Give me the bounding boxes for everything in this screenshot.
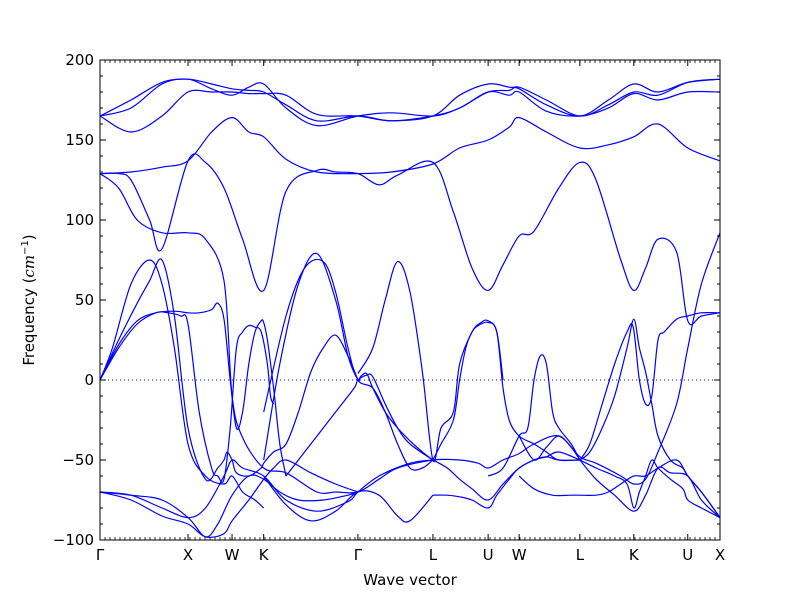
band-11 bbox=[99, 459, 359, 538]
x-axis-label: Wave vector bbox=[363, 571, 457, 589]
y-ticks: −100 −50 0 50 100 150 200 bbox=[53, 51, 720, 549]
band-0 bbox=[99, 78, 721, 122]
y-axis-label: Frequency (cm−1) bbox=[20, 234, 38, 365]
band-3 bbox=[99, 116, 721, 175]
band-4 bbox=[99, 153, 721, 326]
band-23 bbox=[518, 459, 721, 518]
band-9 bbox=[99, 459, 433, 519]
band-26 bbox=[579, 311, 721, 461]
band-12 bbox=[263, 475, 434, 523]
band-1 bbox=[99, 78, 721, 127]
x-kpoint-label: X bbox=[183, 546, 193, 564]
band-24 bbox=[579, 318, 721, 518]
x-kpoint-label: L bbox=[429, 546, 438, 564]
x-kpoint-label: U bbox=[682, 546, 693, 564]
y-tick-label: 150 bbox=[65, 131, 94, 149]
y-tick-label: 200 bbox=[65, 51, 94, 69]
band-14 bbox=[263, 252, 434, 461]
band-27 bbox=[579, 459, 721, 519]
x-kpoint-label: U bbox=[483, 546, 494, 564]
x-kpoint-label: K bbox=[259, 546, 270, 564]
band-19 bbox=[432, 456, 580, 501]
band-5 bbox=[99, 173, 721, 495]
band-22 bbox=[518, 435, 581, 461]
x-kpoint-label: L bbox=[576, 546, 585, 564]
band-2 bbox=[99, 89, 721, 133]
y-tick-label: −100 bbox=[53, 531, 94, 549]
y-axis-label-exponent: −1 bbox=[20, 240, 31, 255]
y-tick-label: 100 bbox=[65, 211, 94, 229]
band-20 bbox=[432, 451, 581, 509]
y-axis-label-unit: cm bbox=[20, 255, 38, 278]
band-18 bbox=[432, 321, 580, 462]
y-axis-label-close: ) bbox=[20, 234, 38, 240]
band-8 bbox=[99, 311, 275, 483]
y-tick-label: 0 bbox=[84, 371, 94, 389]
y-tick-label: −50 bbox=[62, 451, 94, 469]
x-kpoint-label: K bbox=[629, 546, 640, 564]
x-kpoint-label: Γ bbox=[354, 546, 363, 564]
band-16 bbox=[263, 258, 434, 471]
band-6 bbox=[99, 258, 359, 482]
band-15 bbox=[285, 373, 434, 477]
y-tick-label: 50 bbox=[75, 291, 94, 309]
x-kpoint-label: W bbox=[225, 546, 240, 564]
band-lines bbox=[99, 78, 721, 538]
x-kpoint-label: Γ bbox=[96, 546, 105, 564]
band-25 bbox=[579, 459, 721, 519]
band-10 bbox=[99, 474, 359, 538]
y-axis-label-main: Frequency ( bbox=[20, 278, 38, 366]
band-17 bbox=[357, 261, 504, 463]
x-kpoint-label: X bbox=[715, 546, 725, 564]
x-kpoint-label: W bbox=[512, 546, 527, 564]
band-21 bbox=[487, 354, 581, 477]
band-13 bbox=[99, 259, 265, 509]
